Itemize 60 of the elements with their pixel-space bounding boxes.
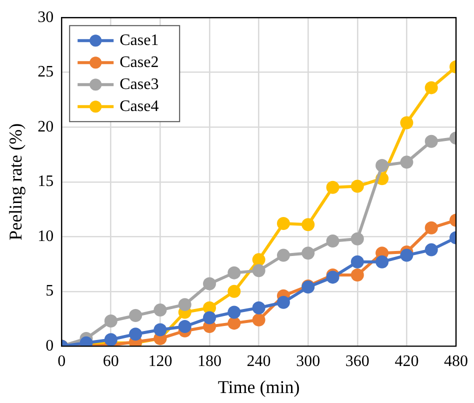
point bbox=[350, 268, 364, 282]
point bbox=[302, 218, 315, 232]
x-tick-label: 420 bbox=[394, 353, 419, 370]
point bbox=[154, 323, 167, 336]
point bbox=[424, 134, 438, 148]
y-tick-label: 30 bbox=[38, 8, 54, 26]
point bbox=[424, 221, 438, 234]
point bbox=[276, 217, 290, 230]
y-tick-label: 0 bbox=[46, 337, 54, 354]
point bbox=[203, 311, 216, 324]
legend-label: Case3 bbox=[120, 76, 159, 93]
x-tick-label: 60 bbox=[102, 353, 119, 370]
point bbox=[154, 304, 167, 317]
point bbox=[376, 255, 389, 268]
point bbox=[252, 301, 266, 314]
x-tick-label: 300 bbox=[296, 353, 320, 370]
legend-label: Case4 bbox=[120, 98, 159, 115]
point bbox=[178, 298, 192, 312]
point bbox=[400, 248, 414, 262]
y-tick-label: 20 bbox=[38, 118, 54, 136]
point bbox=[326, 180, 340, 194]
point bbox=[326, 234, 340, 248]
legend-label: Case1 bbox=[120, 32, 159, 49]
x-tick-label: 180 bbox=[198, 353, 222, 370]
point bbox=[252, 253, 266, 266]
x-tick-label: 0 bbox=[58, 353, 66, 370]
point bbox=[228, 284, 241, 298]
x-tick-label: 120 bbox=[148, 353, 172, 370]
point bbox=[129, 328, 142, 341]
point bbox=[302, 246, 315, 260]
x-tick-label: 240 bbox=[246, 353, 271, 370]
point bbox=[350, 180, 364, 193]
point bbox=[424, 243, 438, 256]
point bbox=[252, 313, 266, 326]
point bbox=[104, 314, 118, 328]
point bbox=[400, 156, 414, 169]
point bbox=[424, 81, 438, 94]
point bbox=[129, 309, 142, 322]
x-tick-label: 480 bbox=[444, 353, 468, 370]
legend-label: Case2 bbox=[120, 54, 159, 71]
y-tick-label: 25 bbox=[38, 64, 54, 81]
y-axis-title: Peeling rate (%) bbox=[6, 123, 26, 240]
point bbox=[252, 264, 266, 278]
y-tick-label: 5 bbox=[46, 282, 54, 300]
point bbox=[400, 116, 414, 130]
point bbox=[228, 266, 241, 280]
point bbox=[350, 232, 364, 246]
y-tick-label: 10 bbox=[38, 228, 54, 245]
point bbox=[104, 333, 118, 346]
x-axis-title: Time (min) bbox=[218, 376, 300, 397]
point bbox=[276, 248, 290, 262]
point bbox=[350, 255, 364, 268]
point bbox=[228, 316, 241, 330]
y-tick-label: 15 bbox=[38, 173, 54, 190]
point bbox=[203, 277, 216, 290]
point bbox=[376, 158, 389, 172]
point bbox=[228, 306, 241, 319]
point bbox=[276, 296, 290, 309]
point bbox=[178, 320, 192, 333]
x-tick-label: 360 bbox=[345, 353, 370, 370]
